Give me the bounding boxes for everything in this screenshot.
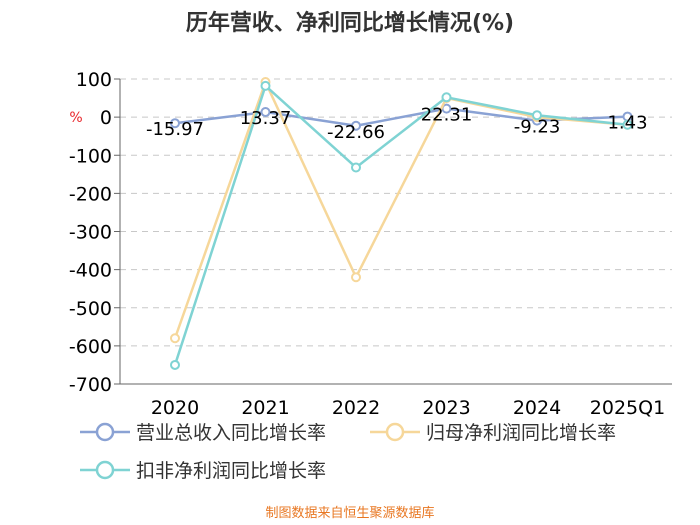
data-labels: -15.97 13.37 -22.66 22.31 -9.23 1.43 [146, 105, 648, 143]
series-line [173, 80, 628, 339]
x-tick-label: 2023 [422, 397, 470, 419]
data-label: -9.23 [514, 117, 561, 138]
axes: 100 0 -100 -200 -300 -400 -500 -600 -700 2020 2021… [69, 69, 672, 419]
data-point [532, 110, 542, 121]
chart-title: 历年营收、净利同比增长情况(%) [186, 10, 514, 36]
y-tick-label: 100 [76, 69, 112, 91]
data-label: -15.97 [146, 119, 204, 140]
legend-label: 归母净利润同比增长率 [426, 422, 616, 444]
x-tick-label: 2020 [151, 397, 199, 419]
data-point [170, 359, 180, 370]
y-tick-label: -600 [69, 336, 112, 358]
legend-label: 营业总收入同比增长率 [136, 422, 326, 444]
data-point [351, 162, 361, 173]
series-line [174, 107, 628, 128]
series-lines [170, 77, 633, 370]
data-point [351, 120, 361, 131]
data-label: -22.66 [327, 122, 385, 143]
legend-label: 扣非净利润同比增长率 [136, 460, 326, 482]
source-note: 制图数据来自恒生聚源数据库 [265, 505, 434, 521]
y-tick-label: -200 [69, 183, 112, 205]
x-tick-label: 2022 [332, 397, 380, 419]
legend-marker [95, 460, 115, 480]
data-label: 22.31 [421, 105, 473, 126]
data-point [170, 333, 180, 344]
legend-marker [95, 422, 115, 442]
data-point [260, 80, 271, 91]
data-label: 13.37 [240, 108, 292, 129]
data-point [260, 107, 271, 118]
y-tick-label: 0 [100, 107, 112, 129]
legend-marker [385, 422, 405, 442]
x-tick-label: 2025Q1 [590, 397, 665, 419]
series-line [173, 84, 628, 366]
y-axis-unit: % [69, 110, 82, 126]
y-tick-label: -500 [69, 298, 112, 320]
data-point [622, 119, 633, 130]
y-tick-label: -700 [69, 374, 112, 396]
data-point [170, 118, 180, 129]
y-tick-label: -300 [69, 222, 112, 244]
data-label: 1.43 [607, 113, 647, 134]
data-point [351, 272, 361, 283]
y-tick-label: -400 [69, 260, 112, 282]
y-tick-label: -100 [69, 145, 112, 167]
x-tick-label: 2021 [241, 397, 289, 419]
data-point [441, 92, 452, 103]
x-tick-label: 2024 [513, 397, 561, 419]
